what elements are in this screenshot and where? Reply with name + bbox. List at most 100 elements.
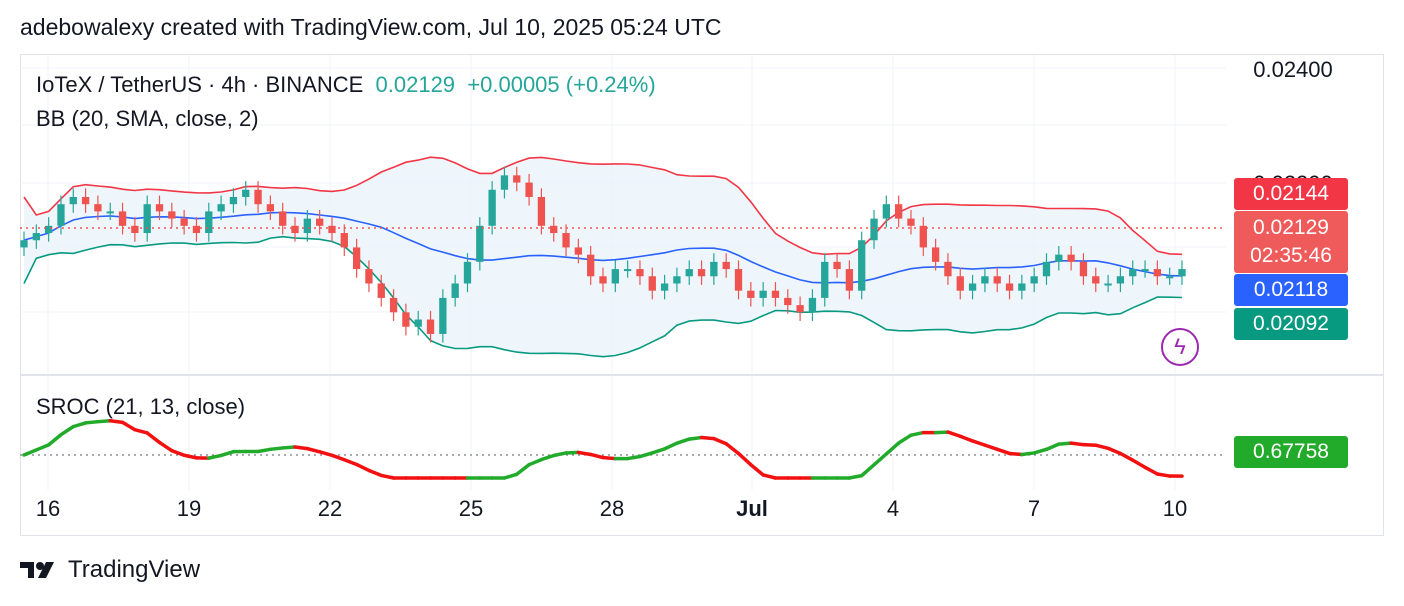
sroc-segment — [1130, 458, 1147, 470]
sroc-segment — [46, 432, 63, 447]
sroc-segment — [317, 450, 334, 458]
sroc-segment — [699, 435, 716, 441]
candle-body — [870, 218, 878, 241]
candle-body — [476, 225, 484, 262]
sroc-segment — [34, 443, 51, 452]
sroc-segment — [145, 431, 162, 445]
symbol-legend: IoTeX / TetherUS · 4h · BINANCE 0.02129 … — [36, 72, 656, 98]
bb-legend: BB (20, SMA, close, 2) — [36, 106, 259, 131]
sroc-segment — [1106, 446, 1123, 456]
sroc-segment — [588, 452, 605, 460]
sroc-segment — [625, 454, 642, 461]
candle-body — [1116, 276, 1125, 284]
bb-band-area — [24, 157, 1182, 357]
candle-body — [20, 240, 28, 248]
bb-lower-line — [23, 235, 1183, 358]
time-axis-label: 25 — [459, 496, 483, 521]
bb-upper-line — [23, 156, 1183, 256]
sroc-segment — [1094, 443, 1110, 451]
candle-body — [81, 196, 90, 205]
symbol-name: IoTeX / TetherUS · 4h · BINANCE — [36, 72, 364, 97]
sroc-segment — [859, 463, 876, 478]
candle-body — [229, 196, 238, 205]
bb-basis-tag: 0.02118 — [1234, 274, 1348, 306]
candle-body — [525, 182, 533, 197]
candle-body — [1153, 269, 1162, 277]
candle-body — [168, 211, 176, 219]
candle-body — [69, 196, 77, 205]
candle-body — [254, 189, 262, 205]
sroc-segment — [280, 445, 297, 450]
sroc-segment — [736, 451, 753, 467]
sroc-segment — [342, 458, 359, 467]
candle-body — [1018, 283, 1026, 291]
sroc-segment — [712, 436, 728, 446]
candle-body — [402, 312, 410, 327]
candle-body — [118, 211, 127, 226]
candle-body — [365, 269, 373, 284]
time-axis-label: 10 — [1163, 496, 1187, 521]
sroc-segment — [83, 419, 100, 425]
candle-body — [340, 233, 348, 248]
candle-body — [944, 261, 952, 277]
bolt-icon[interactable]: ϟ — [1161, 328, 1199, 366]
sroc-segment — [59, 424, 76, 437]
candle-body — [858, 240, 866, 291]
sroc-segment — [551, 451, 568, 458]
candle-body — [808, 297, 817, 313]
brand-name: TradingView — [68, 556, 201, 583]
candle-body — [131, 225, 139, 234]
candle-body — [907, 218, 915, 226]
candle-body — [488, 189, 496, 226]
sroc-segment — [96, 419, 112, 424]
brand[interactable]: TradingView — [20, 556, 200, 584]
candle-body — [623, 269, 632, 272]
candle-body — [722, 261, 730, 270]
sroc-segment — [157, 440, 174, 453]
bar-countdown: 02:35:46 — [1250, 244, 1332, 267]
candle-body — [266, 204, 275, 212]
candle-body — [1067, 254, 1075, 262]
candle-body — [217, 204, 225, 212]
candle-body — [574, 247, 583, 255]
candle-body — [537, 196, 546, 226]
sroc-segment — [650, 447, 667, 455]
sroc-segment — [749, 462, 765, 477]
tradingview-logo-icon — [20, 562, 54, 578]
sroc-segment — [170, 448, 186, 457]
candle-body — [833, 261, 841, 270]
sroc-segment — [527, 457, 544, 467]
candle-body — [685, 269, 693, 277]
sroc-segment — [268, 446, 285, 452]
sroc-segment — [958, 434, 975, 443]
candle-body — [1042, 261, 1051, 277]
sroc-segment — [71, 421, 88, 429]
time-axis: 16 19 22 25 28 Jul 4 7 10 — [36, 496, 1187, 521]
candle-body — [660, 283, 669, 291]
candle-body — [291, 225, 299, 234]
candle-body — [1092, 276, 1100, 284]
time-axis-label: 16 — [36, 496, 60, 521]
candle-body — [377, 283, 385, 298]
sroc-segment — [1057, 441, 1073, 446]
sroc-segment — [970, 439, 987, 447]
sroc-segment — [379, 473, 396, 480]
candle-body — [192, 225, 201, 234]
sroc-segment — [108, 419, 125, 425]
candle-body — [562, 233, 570, 248]
sroc-segment — [675, 437, 691, 445]
sroc-legend: SROC (21, 13, close) — [36, 394, 246, 419]
candle-body — [32, 233, 40, 241]
sroc-segment — [502, 472, 519, 480]
sroc-segment — [207, 453, 223, 460]
sroc-segment — [22, 448, 39, 457]
candle-body — [636, 269, 644, 277]
sroc-segment — [983, 443, 999, 452]
time-axis-label: 28 — [600, 496, 624, 521]
bb-lower-tag: 0.02092 — [1234, 308, 1348, 340]
candle-body — [106, 211, 114, 214]
candle-body — [611, 269, 619, 284]
candle-body — [550, 225, 558, 234]
sroc-segment — [354, 462, 371, 473]
candle-body — [143, 204, 151, 234]
